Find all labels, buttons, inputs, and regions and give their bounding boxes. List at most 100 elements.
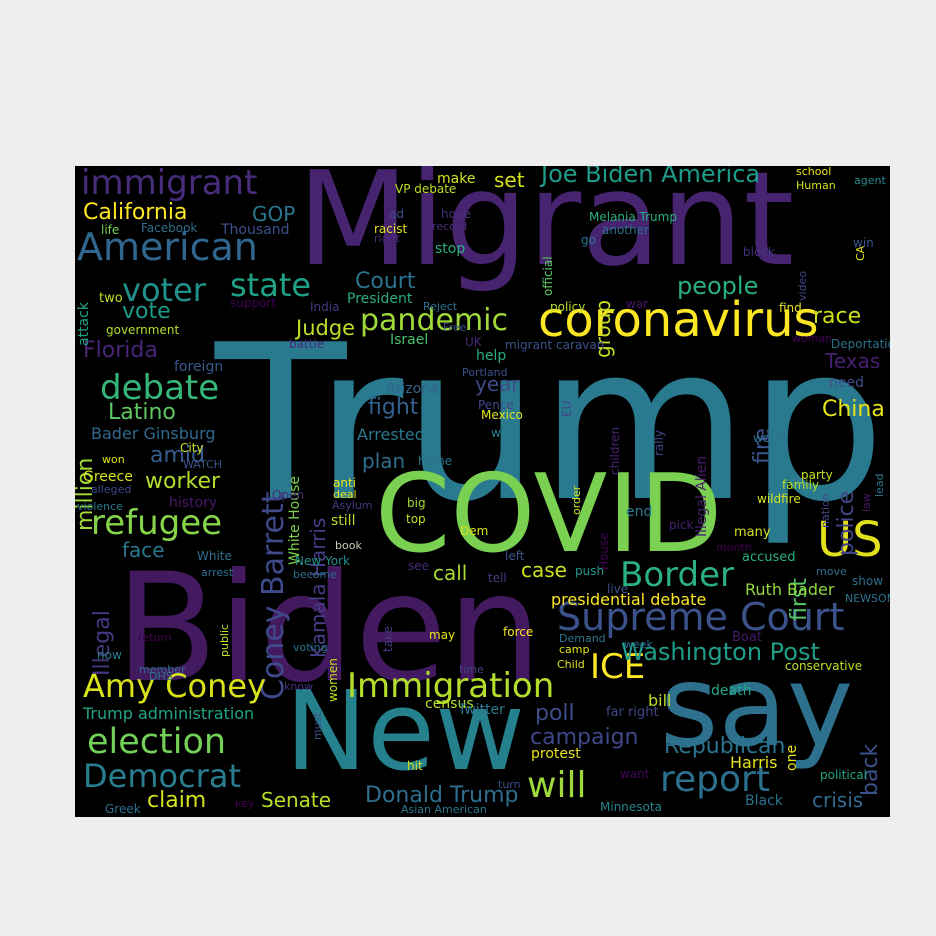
cloud-word: Black [745,793,783,809]
cloud-word: face [122,538,165,562]
cloud-word: Demand [559,632,606,645]
cloud-word: Kamala Harris [306,517,330,658]
cloud-word: agent [854,174,886,187]
cloud-word: support [230,296,277,310]
cloud-word: attack [76,302,92,346]
cloud-word: NEWSOM [845,592,890,605]
cloud-word: City [180,441,204,455]
cloud-word: anti [333,476,356,490]
cloud-word: order [570,485,583,515]
cloud-word: New York [295,554,350,568]
cloud-word: government [106,323,180,337]
cloud-word: Israel [390,332,429,348]
cloud-word: protest [531,746,581,762]
word-cloud: Trump Migrant Biden COVID New say coronavirus S… [75,166,890,817]
cloud-word: deal [333,488,357,501]
cloud-word: won [102,453,125,466]
cloud-word: Arrested [357,425,425,444]
cloud-word: Thousand [221,222,290,238]
cloud-word: case [521,558,567,582]
cloud-word: official [541,256,555,296]
cloud-word: Open [272,488,305,502]
cloud-word: Supreme Court [557,595,845,639]
cloud-word: Asylum [332,499,373,512]
cloud-word: China [822,397,885,422]
cloud-word: school [796,166,832,178]
cloud-word: party [801,468,833,482]
cloud-word: nation [819,493,832,528]
cloud-word: world [753,431,787,445]
cloud-word: Twitter [458,702,505,718]
cloud-word: Latino [108,400,176,425]
cloud-word: ad [389,207,404,221]
cloud-word: become [293,568,338,581]
cloud-word: bill [648,691,672,710]
cloud-word: accused [742,550,796,565]
cloud-word: Washington Post [621,638,820,666]
cloud-word: will [527,765,587,806]
cloud-word: Illegal [90,610,115,676]
cloud-word: know [284,680,314,693]
cloud-word: Senate [261,788,332,812]
cloud-word: California [83,200,188,225]
cloud-word: win [853,236,874,250]
cloud-word: two [99,291,123,306]
cloud-word: alleged [91,483,132,496]
cloud-word: hope [441,207,471,221]
cloud-word: Texas [825,349,881,373]
cloud-word: political [820,768,867,782]
cloud-word: DHS [149,670,173,683]
cloud-word: hit [407,759,423,773]
cloud-word: New [285,667,525,795]
cloud-word: President [347,291,413,307]
cloud-word: arrest [201,566,234,579]
cloud-word: people [677,272,759,300]
cloud-word: take [381,626,395,652]
cloud-word: help [476,348,507,364]
cloud-word: want [620,767,650,781]
cloud-word: poll [535,701,575,726]
cloud-word: still [331,513,356,529]
cloud-word: refugee [91,503,223,543]
cloud-word: Joe Biden America [541,166,761,188]
cloud-word: another [602,223,649,237]
cloud-word: book [335,539,362,552]
cloud-word: White [197,549,232,563]
cloud-word: push [575,564,605,578]
cloud-word: wildfire [757,492,801,506]
cloud-word: voting [293,641,328,654]
cloud-word: war [626,297,649,311]
cloud-word: Amy Coney [83,667,266,705]
cloud-word: Bader Ginsburg [91,424,216,443]
cloud-word: voter [122,271,206,309]
cloud-word: worker [145,469,221,494]
cloud-word: EU [560,400,574,417]
cloud-word: year [475,372,520,396]
cloud-word: debate [100,368,220,408]
cloud-word: plan [362,449,406,473]
cloud-word: Greece [83,469,133,485]
cloud-word: vote [122,299,171,324]
cloud-word: race [813,304,862,329]
cloud-word: move [816,565,847,578]
cloud-word: Free [443,321,467,334]
cloud-word: Trump [215,298,886,549]
cloud-word: return [138,631,172,644]
cloud-word: Biden [115,542,543,716]
cloud-word: Republican [664,734,786,759]
cloud-word: home [418,454,453,468]
cloud-word: Asian American [401,803,487,816]
cloud-word: go [581,233,596,247]
cloud-word: amid [150,443,205,468]
cloud-word: Boat [732,630,762,645]
cloud-word: GOP [252,202,296,226]
cloud-word: immigrant [81,166,258,203]
cloud-word: Minnesota [600,800,662,814]
cloud-word: Ruth Bader [745,580,835,599]
cloud-word: Florida [83,338,158,363]
cloud-word: presidential debate [551,590,707,609]
cloud-word: state [230,266,312,304]
cloud-word: VP debate [395,182,457,196]
cloud-word: report [660,759,770,800]
cloud-word: Court [355,269,416,294]
